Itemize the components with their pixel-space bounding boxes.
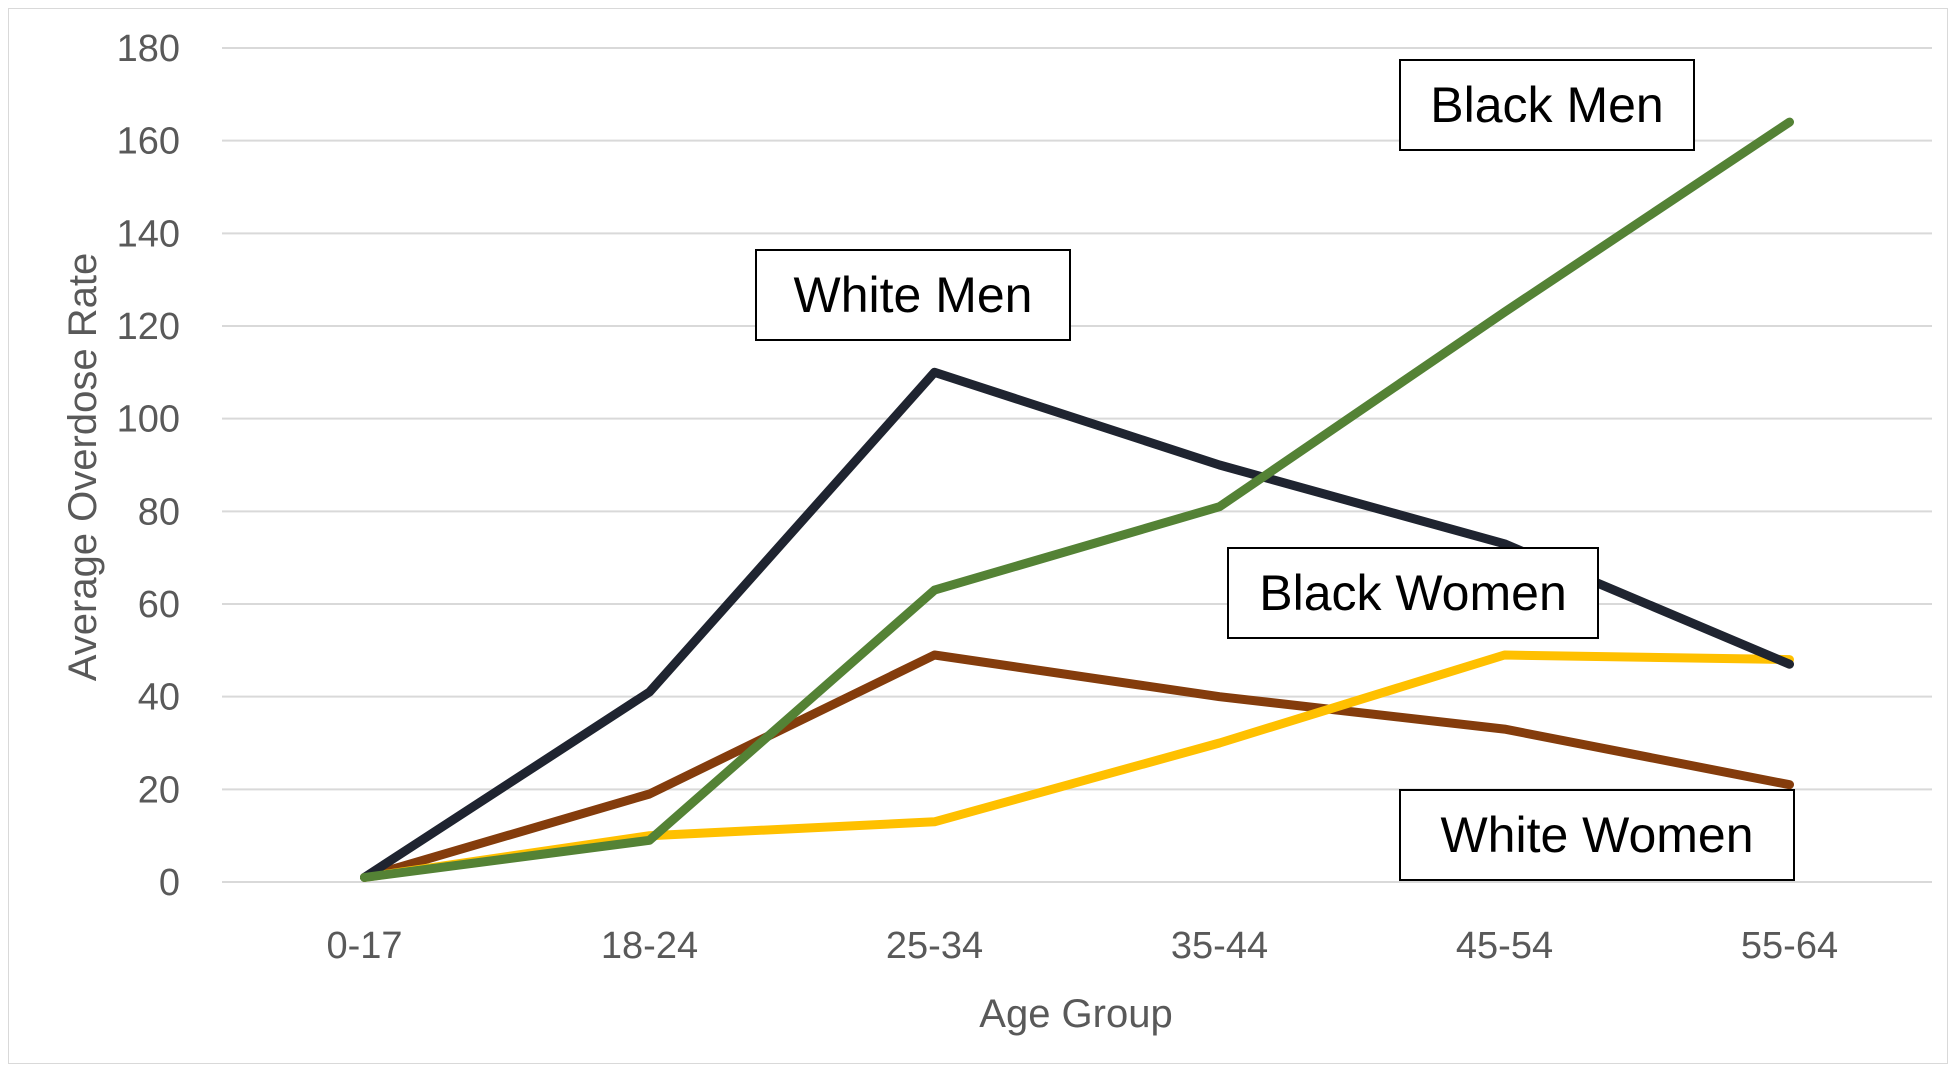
callout-label: White Men — [794, 267, 1033, 323]
x-tick-label: 55-64 — [1741, 925, 1838, 967]
x-tick-label: 0-17 — [326, 925, 402, 967]
x-tick-label: 45-54 — [1456, 925, 1553, 967]
y-tick-label: 140 — [117, 213, 180, 255]
x-tick-label: 35-44 — [1171, 925, 1268, 967]
y-tick-label: 160 — [117, 121, 180, 163]
series-callouts: Black Men White Men Black Women White Women — [755, 59, 1795, 881]
x-axis-ticks: 0-17 18-24 25-34 35-44 45-54 55-64 — [326, 925, 1838, 967]
y-tick-label: 80 — [138, 491, 180, 533]
y-tick-label: 20 — [138, 769, 180, 811]
callout-black-men: Black Men — [1399, 59, 1695, 151]
y-axis-title: Average Overdose Rate — [61, 253, 105, 681]
callout-white-men: White Men — [755, 249, 1071, 341]
x-tick-label: 25-34 — [886, 925, 983, 967]
y-tick-label: 120 — [117, 306, 180, 348]
callout-black-women: Black Women — [1227, 547, 1599, 639]
x-axis-title: Age Group — [979, 992, 1172, 1036]
y-tick-label: 40 — [138, 677, 180, 719]
callout-label: Black Women — [1259, 565, 1567, 621]
callout-box — [1399, 789, 1795, 881]
y-tick-label: 60 — [138, 584, 180, 626]
callout-label: Black Men — [1430, 77, 1663, 133]
x-tick-label: 18-24 — [601, 925, 698, 967]
callout-box — [1399, 59, 1695, 151]
callout-label: White Women — [1440, 807, 1753, 863]
y-tick-label: 180 — [117, 28, 180, 70]
chart-frame — [8, 8, 1948, 1064]
callout-box — [1227, 547, 1599, 639]
y-tick-label: 0 — [159, 862, 180, 904]
series-line-white-women — [360, 650, 1794, 882]
y-axis-ticks: 0 20 40 60 80 100 120 140 160 180 — [117, 28, 180, 904]
callout-white-women: White Women — [1399, 789, 1795, 881]
series-lines — [360, 117, 1794, 882]
gridlines — [222, 47, 1932, 883]
series-line-black-men — [360, 117, 1794, 882]
callout-box — [755, 249, 1071, 341]
y-tick-label: 100 — [117, 399, 180, 441]
